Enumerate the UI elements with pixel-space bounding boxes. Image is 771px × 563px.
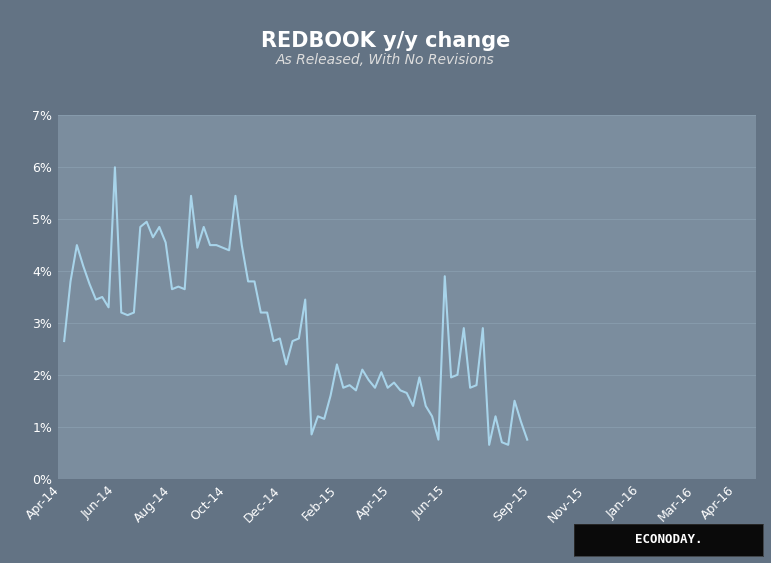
Text: ECONODAY.: ECONODAY. [635, 533, 702, 547]
Text: REDBOOK y/y change: REDBOOK y/y change [261, 31, 510, 51]
Text: As Released, With No Revisions: As Released, With No Revisions [276, 53, 495, 68]
